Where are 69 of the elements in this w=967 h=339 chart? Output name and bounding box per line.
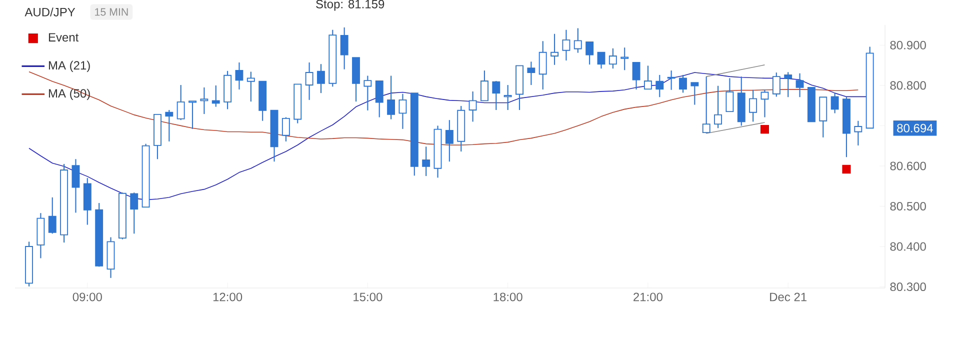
- candlestick: [445, 120, 454, 162]
- legend-label: MA (21): [48, 60, 90, 72]
- y-tick-label: 80.800: [890, 81, 926, 90]
- text: 80.694: [897, 124, 933, 132]
- candlestick: [176, 84, 185, 121]
- candlestick: [784, 72, 792, 98]
- legend-label: MA (50): [48, 88, 90, 100]
- candlestick: [597, 52, 606, 70]
- y-tick-label: 80.500: [890, 202, 926, 210]
- x-tick-label: 18:00: [494, 292, 522, 302]
- x-tick-label: Dec 21: [770, 292, 806, 302]
- candlestick: [468, 90, 477, 122]
- candlestick: [796, 72, 804, 98]
- candlestick: [422, 146, 430, 177]
- candlestick: [527, 61, 536, 86]
- candlestick: [854, 120, 862, 146]
- candlestick: [387, 75, 396, 120]
- candlestick: [714, 85, 722, 129]
- y-tick-label: 80.300: [890, 282, 926, 292]
- candlestick: [538, 40, 547, 90]
- candlestick: [340, 26, 348, 70]
- chart-subtitle: 15 MIN: [95, 8, 128, 16]
- x-tick-label: 21:00: [634, 292, 662, 302]
- candlestick: [679, 74, 687, 94]
- candlestick: [562, 29, 570, 61]
- candlestick: [550, 33, 558, 66]
- chart-title: AUD/JPY: [24, 8, 76, 16]
- candlestick: [830, 92, 839, 114]
- candlestick: [690, 82, 699, 106]
- candlestick: [726, 78, 734, 112]
- candlestick: [504, 84, 512, 111]
- candlestick: [608, 48, 617, 70]
- candlestick: [375, 80, 384, 118]
- candlestick: [235, 62, 244, 90]
- candlestick: [819, 96, 828, 138]
- candlestick: [574, 28, 582, 54]
- candlestick: [492, 80, 500, 111]
- candlestick: [305, 62, 314, 100]
- x-tick-label: 12:00: [213, 292, 242, 302]
- candlestick: [398, 93, 407, 130]
- candlestick: [656, 74, 664, 98]
- y-tick-label: 80.400: [890, 242, 926, 251]
- candlestick: [632, 62, 640, 90]
- candlestick: [165, 109, 174, 142]
- candlestick: [130, 192, 138, 234]
- candlestick: [282, 116, 290, 142]
- y-tick-label: 80.600: [890, 162, 926, 170]
- candlestick: [364, 75, 372, 111]
- candlestick: [246, 71, 255, 102]
- candlestick: [72, 158, 80, 214]
- candlestick: [749, 89, 758, 122]
- legend-label: Event: [48, 33, 79, 42]
- candlestick: [316, 64, 325, 94]
- candlestick: [667, 70, 676, 90]
- text: Stop: 81.159: [316, 0, 384, 11]
- candlestick: [212, 84, 220, 108]
- y-tick-label: 80.900: [890, 40, 926, 50]
- candlestick: [644, 65, 652, 90]
- candlestick: [480, 70, 488, 102]
- candlestick: [702, 76, 710, 134]
- candlestick: [620, 47, 629, 71]
- candlestick: [188, 100, 196, 130]
- candlestick: [772, 72, 780, 98]
- candlestick: [200, 86, 208, 115]
- x-tick-label: 09:00: [72, 292, 102, 302]
- candlestick: [48, 196, 56, 234]
- x-tick-label: 15:00: [354, 292, 382, 302]
- candlestick: [760, 89, 769, 118]
- candlestick: [586, 41, 594, 66]
